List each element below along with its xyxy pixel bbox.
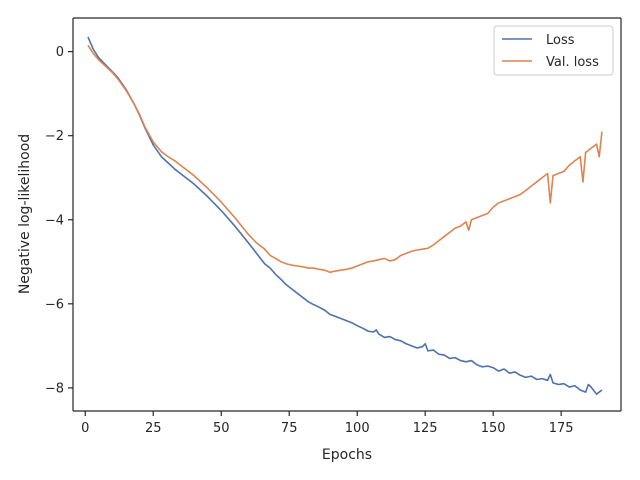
x-tick-label: 150 xyxy=(481,421,506,436)
legend-label-val-loss: Val. loss xyxy=(546,55,599,70)
axes-frame xyxy=(72,17,622,412)
x-tick-label: 100 xyxy=(345,421,370,436)
y-tick-label: 0 xyxy=(56,45,64,60)
y-tick-label: −8 xyxy=(45,381,64,396)
x-tick-label: 0 xyxy=(81,421,89,436)
x-axis-label: Epochs xyxy=(322,447,372,463)
series-layer xyxy=(87,36,603,395)
x-tick-label: 50 xyxy=(213,421,230,436)
plot-area xyxy=(73,18,621,411)
x-axis-ticks: 0 25 50 75 100 125 150 175 xyxy=(81,411,574,436)
x-tick-label: 175 xyxy=(549,421,574,436)
x-tick-label: 75 xyxy=(281,421,298,436)
series-line-val-loss xyxy=(87,44,603,274)
y-tick-label: −4 xyxy=(45,213,64,228)
series-line-loss xyxy=(87,36,603,395)
legend: Loss Val. loss xyxy=(493,25,614,76)
x-tick-label: 125 xyxy=(413,421,438,436)
x-tick-label: 25 xyxy=(145,421,162,436)
legend-label-loss: Loss xyxy=(546,33,575,48)
y-axis-ticks: −8 −6 −4 −2 0 xyxy=(45,45,73,396)
y-tick-label: −6 xyxy=(45,297,64,312)
y-tick-label: −2 xyxy=(45,129,64,144)
y-axis-label: Negative log-likelihood xyxy=(17,134,33,294)
